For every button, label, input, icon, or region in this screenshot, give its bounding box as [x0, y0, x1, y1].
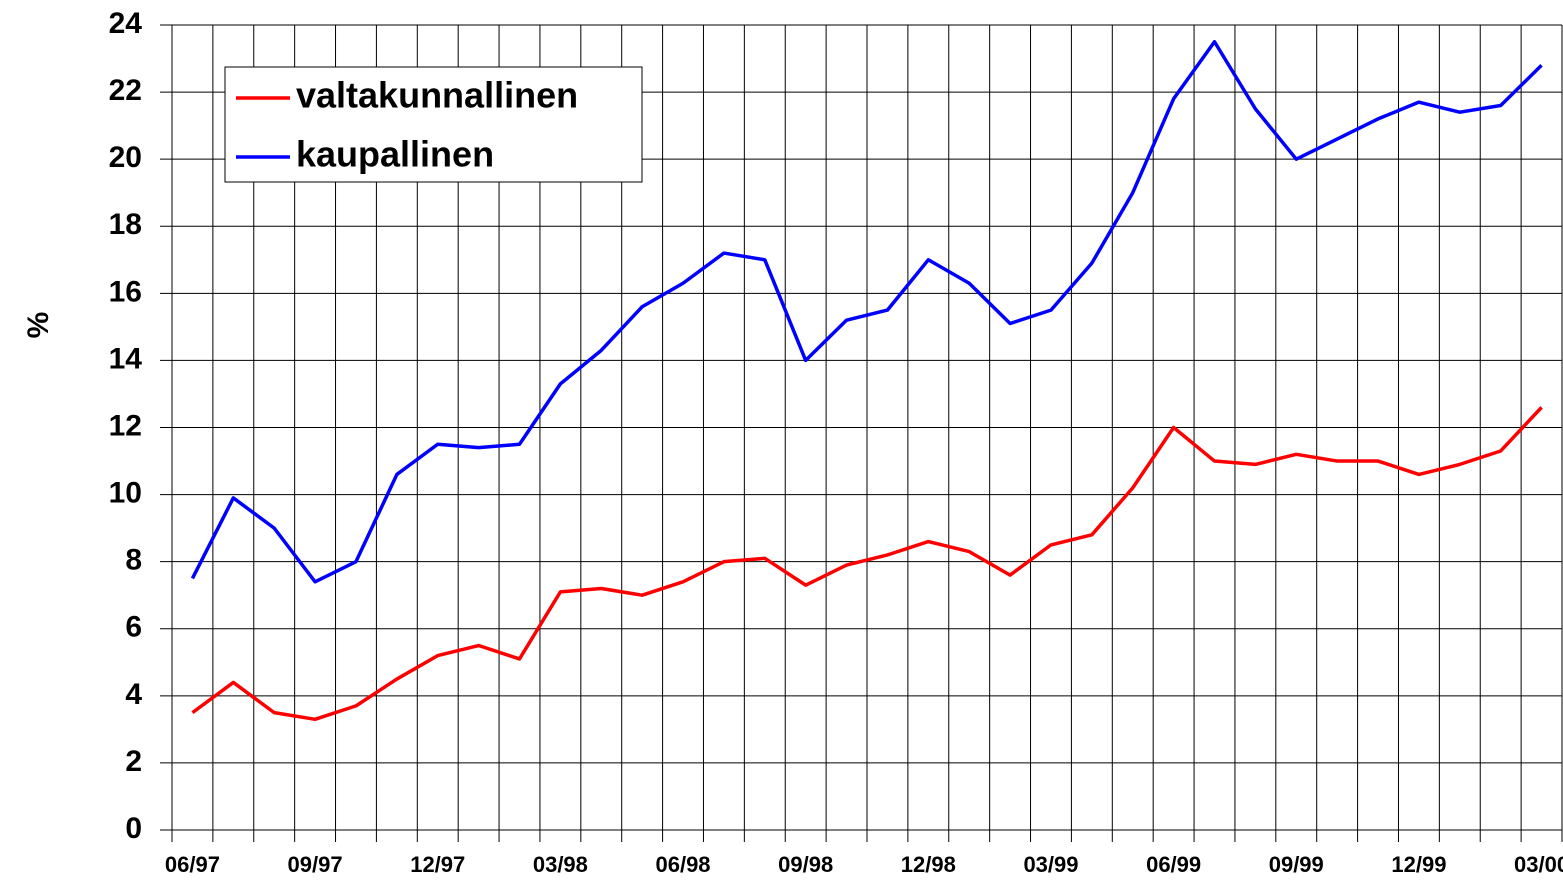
x-tick-label: 06/97: [165, 852, 220, 877]
y-tick-label: 14: [109, 342, 143, 375]
y-tick-label: 10: [109, 477, 142, 510]
y-tick-label: 4: [125, 678, 142, 711]
y-tick-label: 18: [109, 208, 142, 241]
x-tick-label: 06/98: [655, 852, 710, 877]
legend-box: [224, 66, 643, 183]
legend-label: valtakunnallinen: [296, 75, 578, 116]
x-tick-label: 09/97: [288, 852, 343, 877]
y-tick-label: 2: [125, 745, 142, 778]
x-tick-label: 12/99: [1391, 852, 1446, 877]
y-tick-label: 12: [109, 409, 142, 442]
y-tick-label: 0: [125, 812, 142, 845]
line: [190, 40, 1543, 584]
x-tick-label: 12/97: [410, 852, 465, 877]
x-tick-label: 09/99: [1269, 852, 1324, 877]
x-tick-label: 09/98: [778, 852, 833, 877]
y-axis-label: %: [22, 312, 55, 339]
x-tick-label: 03/98: [533, 852, 588, 877]
x-tick-label: 03/00: [1514, 852, 1563, 877]
y-tick-label: 22: [109, 74, 142, 107]
y-tick-label: 6: [125, 611, 142, 644]
x-tick-label: 12/98: [901, 852, 956, 877]
legend-label: kaupallinen: [296, 134, 494, 175]
line: [191, 406, 1543, 722]
x-tick-label: 06/99: [1146, 852, 1201, 877]
y-tick-label: 20: [109, 141, 142, 174]
x-tick-label: 03/99: [1023, 852, 1078, 877]
y-tick-label: 16: [109, 275, 142, 308]
y-tick-label: 8: [125, 544, 142, 577]
y-tick-label: 24: [109, 7, 143, 40]
